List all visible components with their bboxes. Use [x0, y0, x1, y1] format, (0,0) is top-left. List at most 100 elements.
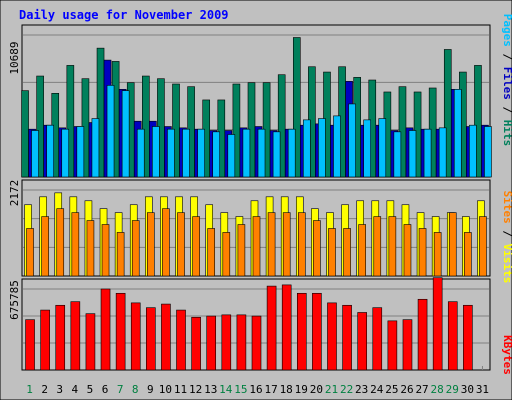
bar-pages-day-5: [91, 118, 100, 178]
legend-visits: Visits: [501, 244, 512, 284]
bar-kbytes-day-13: [206, 315, 217, 371]
legend-hits-files-pages: Pages / Files / Hits: [501, 14, 512, 147]
x-tick-label-7: 7: [117, 383, 124, 396]
bar-sites-day-21: [328, 228, 336, 277]
bar-kbytes-day-8: [130, 302, 141, 371]
bar-kbytes-day-23: [357, 312, 367, 371]
bar-pages-day-3: [61, 128, 70, 178]
bar-kbytes-day-4: [70, 301, 81, 371]
bar-kbytes-day-2: [40, 309, 50, 371]
max-label-hits-files-pages: 10689: [8, 41, 21, 74]
x-tick-label-2: 2: [41, 383, 48, 396]
bar-kbytes-day-9: [146, 307, 156, 371]
bar-pages-day-8: [136, 128, 145, 178]
bar-pages-day-20: [318, 118, 326, 178]
bar-sites-day-13: [207, 228, 216, 277]
x-tick-label-14: 14: [219, 383, 233, 396]
bar-kbytes-day-10: [161, 303, 171, 371]
bar-pages-day-16: [257, 128, 266, 178]
x-tick-label-20: 20: [310, 383, 323, 396]
x-tick-label-16: 16: [249, 383, 262, 396]
bar-pages-day-17: [272, 131, 281, 178]
bar-hits-day-4: [66, 65, 75, 178]
bar-sites-day-8: [131, 220, 140, 277]
x-tick-label-8: 8: [132, 383, 139, 396]
bar-pages-day-1: [31, 130, 39, 178]
x-tick-label-15: 15: [234, 383, 247, 396]
x-tick-label-10: 10: [159, 383, 172, 396]
bar-pages-day-27: [423, 128, 432, 178]
bar-pages-day-14: [227, 134, 236, 178]
bar-sites-day-15: [237, 224, 246, 277]
bar-kbytes-day-5: [85, 313, 96, 371]
bar-sites-day-17: [267, 212, 276, 277]
bar-sites-day-19: [297, 212, 306, 277]
x-tick-label-28: 28: [431, 383, 444, 396]
legend-visits-sites: Sites / Visits: [501, 191, 512, 284]
bar-kbytes-day-21: [327, 302, 337, 371]
bar-sites-day-10: [162, 208, 170, 277]
bar-pages-day-28: [438, 127, 447, 178]
x-tick-label-13: 13: [204, 383, 217, 396]
bar-pages-day-31: [484, 126, 492, 178]
bar-pages-day-23: [363, 119, 371, 178]
bar-pages-day-25: [393, 131, 402, 178]
bar-kbytes-day-20: [312, 292, 322, 371]
bar-sites-day-3: [56, 208, 65, 277]
bar-sites-day-12: [192, 216, 200, 277]
bar-hits-day-19: [292, 37, 301, 178]
legend-hits: Hits: [501, 120, 512, 147]
bar-kbytes-day-17: [266, 285, 277, 371]
bar-sites-day-27: [418, 228, 427, 277]
x-tick-label-18: 18: [280, 383, 293, 396]
x-tick-label-1: 1: [26, 383, 33, 396]
bar-sites-day-9: [147, 212, 155, 277]
x-tick-label-24: 24: [370, 383, 384, 396]
bar-kbytes-day-15: [236, 314, 247, 371]
bar-sites-day-25: [388, 216, 397, 277]
bar-sites-day-29: [448, 212, 457, 277]
bar-kbytes-day-27: [417, 298, 428, 371]
bar-pages-day-12: [197, 128, 205, 178]
x-tick-label-30: 30: [461, 383, 474, 396]
max-label-kbytes: 675785: [8, 280, 21, 320]
bar-pages-day-26: [408, 130, 417, 178]
bar-pages-day-6: [106, 85, 115, 178]
bar-sites-day-4: [71, 212, 80, 277]
bar-kbytes-day-7: [115, 292, 126, 371]
bar-kbytes-day-12: [191, 316, 201, 371]
bar-pages-day-19: [302, 119, 311, 178]
x-axis-tick-labels: 1 2 3 4 5 6 7 8 9 10 11 12 13 14 15 16 17 18 19 20 21 22 23 24 2…: [26, 383, 489, 396]
bar-pages-day-15: [242, 128, 251, 178]
bar-sites-day-31: [479, 216, 487, 277]
bars: [21, 37, 492, 371]
bar-sites-day-20: [313, 220, 321, 277]
bar-kbytes-day-28: [432, 277, 443, 371]
bar-sites-day-2: [41, 216, 49, 277]
bar-sites-day-6: [101, 224, 110, 277]
x-tick-label-31: 31: [476, 383, 489, 396]
bar-kbytes-day-16: [251, 315, 262, 371]
bar-pages-day-21: [333, 115, 341, 178]
bar-pages-day-10: [167, 128, 175, 178]
bar-pages-day-13: [212, 131, 221, 178]
x-tick-label-6: 6: [102, 383, 109, 396]
bar-kbytes-day-14: [221, 314, 232, 371]
legend-sites: Sites: [501, 191, 512, 224]
bar-kbytes-day-6: [100, 288, 111, 371]
chart-title: Daily usage for November 2009: [19, 8, 229, 22]
bar-pages-day-9: [152, 126, 160, 178]
bar-kbytes-day-1: [25, 319, 35, 371]
bar-sites-day-1: [26, 228, 34, 277]
x-tick-label-12: 12: [189, 383, 202, 396]
bar-kbytes-day-30: [463, 304, 473, 371]
x-tick-label-21: 21: [325, 383, 338, 396]
bar-pages-day-24: [378, 118, 387, 178]
bar-sites-day-16: [252, 216, 261, 277]
bar-kbytes-day-19: [296, 292, 307, 371]
bar-pages-day-4: [76, 126, 85, 178]
bar-hits-day-31: [474, 65, 482, 178]
bar-sites-day-26: [403, 224, 412, 277]
x-tick-label-29: 29: [446, 383, 459, 396]
